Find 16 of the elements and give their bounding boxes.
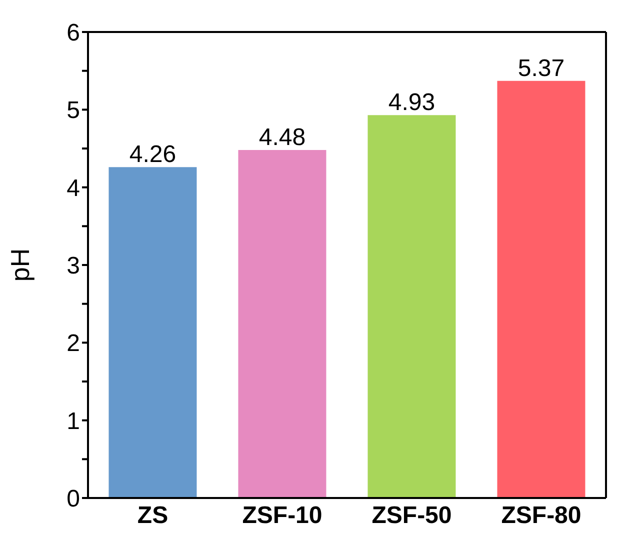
x-tick-label: ZS	[137, 502, 168, 530]
y-tick-label: 6	[66, 20, 80, 47]
x-tick-label: ZSF-10	[242, 502, 322, 530]
y-tick-label: 4	[66, 174, 80, 202]
y-tick-label: 0	[66, 486, 80, 513]
data-label: 4.48	[258, 124, 306, 152]
data-label: 4.26	[129, 141, 176, 168]
data-label: 5.37	[518, 54, 565, 82]
x-tick-label: ZSF-50	[372, 502, 452, 530]
y-tick-label: 1	[66, 408, 80, 435]
x-tick-label: ZSF-80	[501, 502, 582, 530]
y-axis-title: pH	[5, 248, 36, 282]
y-tick-label: 2	[66, 330, 80, 358]
y-tick-label: 3	[66, 252, 80, 280]
y-tick-label: 5	[66, 97, 80, 124]
data-label: 4.93	[388, 89, 436, 116]
